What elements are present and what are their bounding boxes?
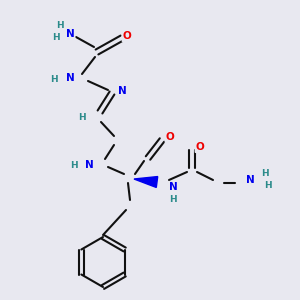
Text: H: H — [52, 34, 60, 43]
Text: H: H — [50, 76, 58, 85]
Text: O: O — [166, 132, 174, 142]
Text: N: N — [85, 160, 93, 170]
Text: N: N — [66, 73, 74, 83]
Text: O: O — [196, 142, 204, 152]
Text: N: N — [169, 182, 177, 192]
Text: N: N — [118, 86, 126, 96]
Text: H: H — [56, 20, 64, 29]
Text: H: H — [261, 169, 269, 178]
Text: H: H — [264, 182, 272, 190]
Text: N: N — [246, 175, 254, 185]
Polygon shape — [134, 176, 158, 188]
Text: O: O — [123, 31, 131, 41]
Text: H: H — [78, 112, 86, 122]
Text: H: H — [169, 196, 177, 205]
Text: H: H — [70, 160, 78, 169]
Text: N: N — [66, 29, 74, 39]
